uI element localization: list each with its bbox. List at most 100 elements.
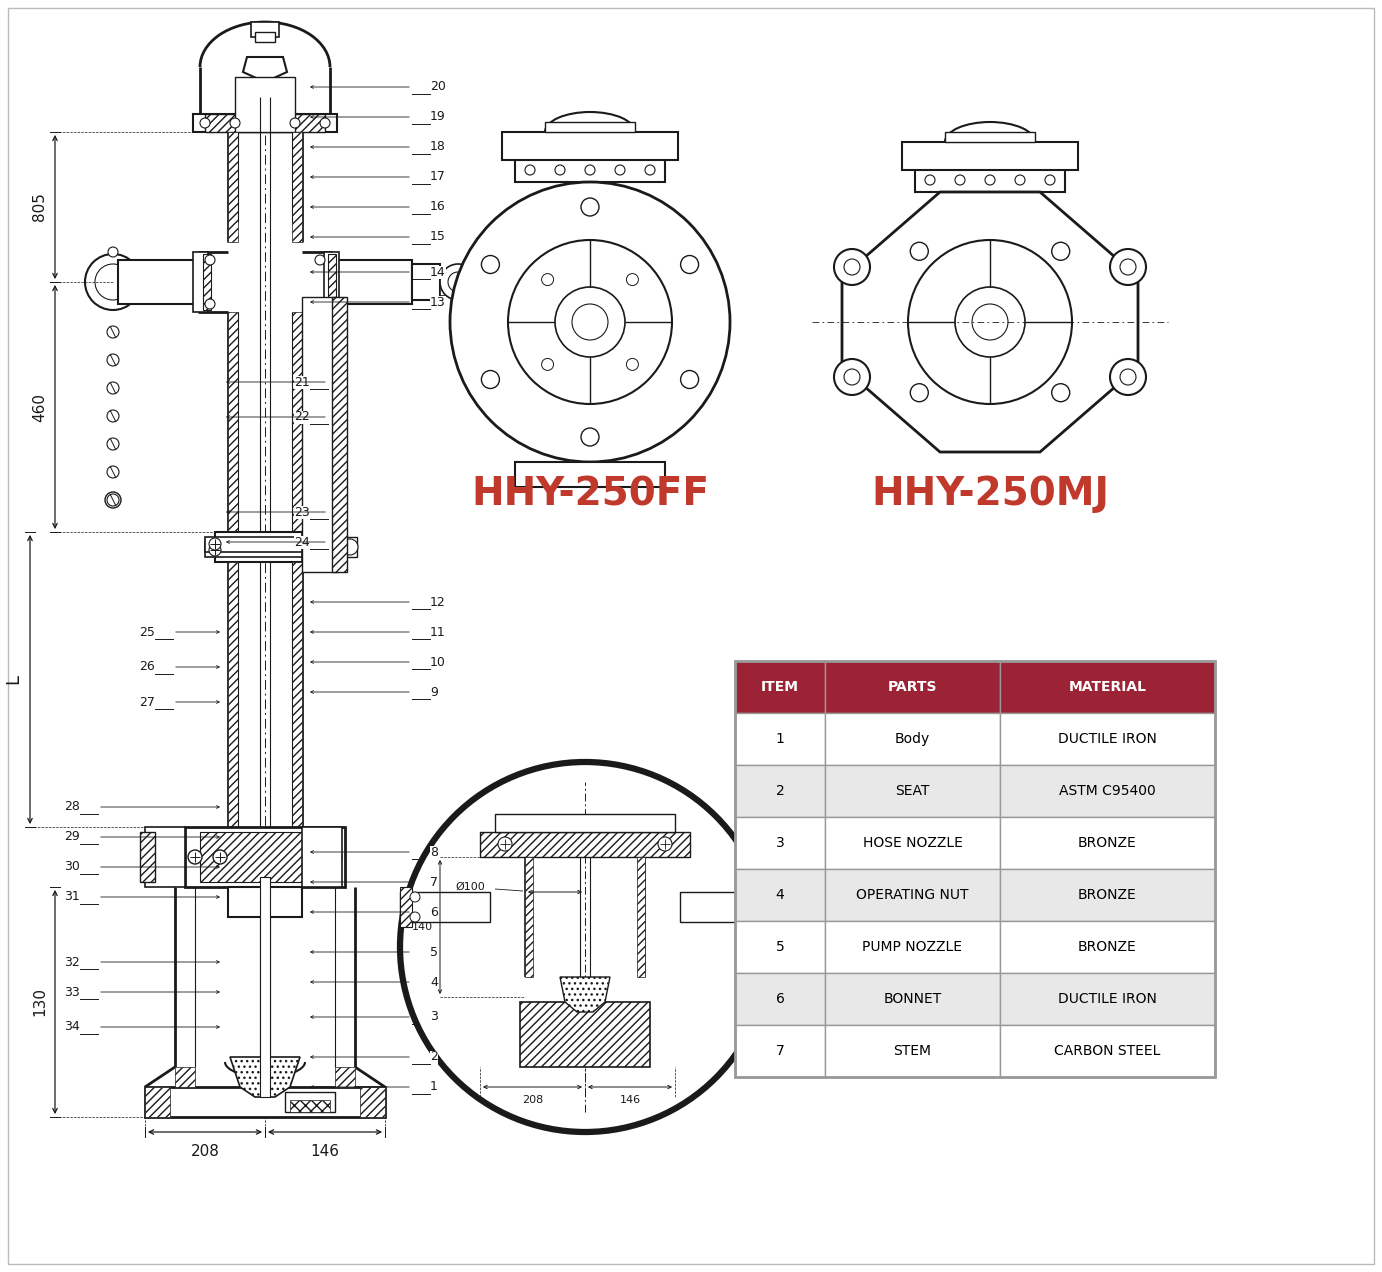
Circle shape [205,254,216,265]
Circle shape [213,850,227,864]
Bar [735,817,825,869]
Bar [902,142,1078,170]
Text: 18: 18 [430,140,446,154]
Circle shape [410,892,420,902]
Bar [825,921,1001,973]
Bar [825,661,1001,714]
Circle shape [615,165,625,176]
Bar [495,814,674,832]
Bar [205,537,325,552]
Circle shape [542,273,554,286]
Bar [303,296,337,572]
Text: 7: 7 [430,875,438,889]
Bar [515,156,665,182]
Bar [1001,661,1215,714]
Bar [735,764,825,817]
Bar [1001,973,1215,1025]
Polygon shape [243,57,287,81]
Bar [332,259,412,304]
Bar [228,132,238,242]
Text: MATERIAL: MATERIAL [1068,681,1147,695]
Bar [292,132,303,242]
Circle shape [658,837,672,851]
Text: 23: 23 [294,505,310,519]
Text: 29: 29 [64,831,80,843]
Circle shape [209,544,221,556]
Text: ITEM: ITEM [761,681,799,695]
Circle shape [1110,249,1146,285]
Bar [328,254,336,310]
Text: 7: 7 [775,1044,785,1058]
Circle shape [321,118,330,128]
Bar [399,892,491,922]
Bar [145,1088,170,1117]
Text: 17: 17 [430,170,446,183]
Bar [359,1088,386,1117]
Bar [292,562,303,827]
Bar [235,78,294,132]
Text: 9: 9 [430,686,438,698]
Text: PUMP NOZZLE: PUMP NOZZLE [862,940,962,954]
Bar [825,764,1001,817]
Text: 13: 13 [430,295,446,309]
Bar [117,259,198,304]
Text: OPERATING NUT: OPERATING NUT [857,888,969,902]
Circle shape [1119,259,1136,275]
Text: 1: 1 [430,1080,438,1094]
Text: 28: 28 [64,800,80,814]
Circle shape [833,249,871,285]
Bar [735,921,825,973]
Bar [290,1100,330,1112]
Bar [193,114,337,132]
Bar [735,869,825,921]
Circle shape [481,370,499,388]
Text: 31: 31 [64,890,80,903]
Text: 33: 33 [64,986,80,999]
Circle shape [209,538,221,550]
Text: ASTM C95400: ASTM C95400 [1059,784,1155,798]
Text: 11: 11 [430,626,446,639]
Bar [203,254,211,310]
Text: BRONZE: BRONZE [1078,836,1137,850]
Circle shape [556,165,565,176]
Bar [332,296,347,572]
Circle shape [451,182,730,462]
Circle shape [580,198,598,216]
Circle shape [908,240,1072,404]
Bar [323,252,339,312]
Circle shape [844,369,860,385]
Text: 3: 3 [430,1010,438,1024]
Circle shape [768,890,802,923]
Text: STEM: STEM [894,1044,931,1058]
Bar [205,114,325,132]
Text: BRONZE: BRONZE [1078,940,1137,954]
Text: 146: 146 [619,1095,641,1105]
Text: 3: 3 [775,836,785,850]
Bar [228,312,238,532]
Text: HHY-250FF: HHY-250FF [471,474,709,513]
Circle shape [200,118,210,128]
Text: Body: Body [896,731,930,745]
Bar [735,714,825,764]
Bar [145,1088,386,1117]
Bar [825,1025,1001,1077]
Circle shape [1052,242,1070,261]
Circle shape [556,287,625,357]
Circle shape [626,273,638,286]
Circle shape [585,165,596,176]
Bar [292,312,303,532]
Bar [735,661,825,714]
Bar [216,532,315,562]
Bar [545,122,634,132]
Text: 146: 146 [311,1144,340,1159]
Bar [252,22,279,37]
Circle shape [542,359,554,370]
Bar [502,132,679,160]
Circle shape [95,265,131,300]
Bar [334,1067,355,1088]
Circle shape [509,240,672,404]
Bar [945,132,1035,142]
Text: 30: 30 [64,860,80,874]
Circle shape [955,287,1025,357]
Bar [1001,1025,1215,1077]
